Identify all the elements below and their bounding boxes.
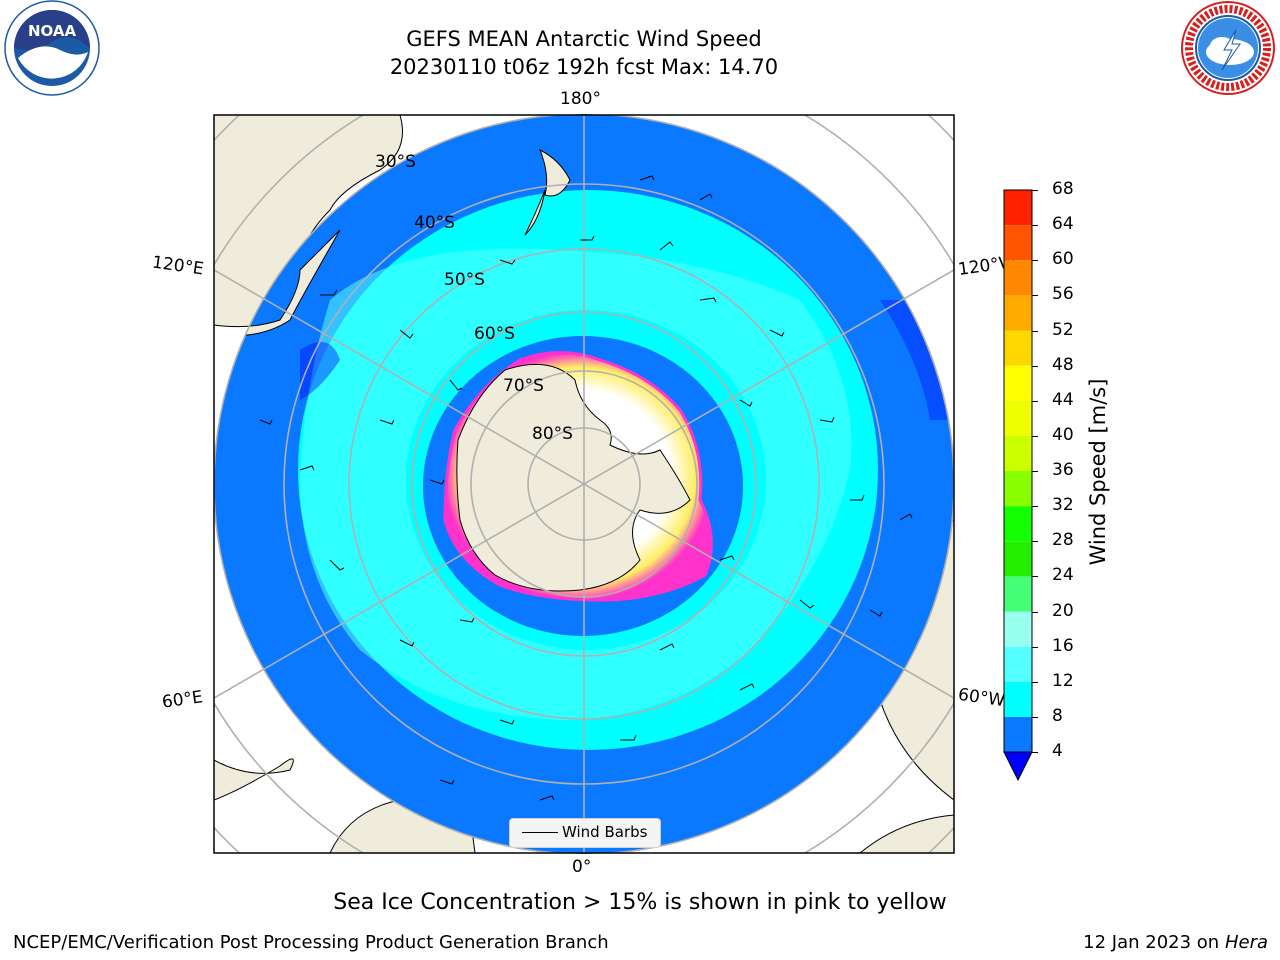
colorbar-segment — [1004, 681, 1032, 717]
map-subtitle: 20230110 t06z 192h fcst Max: 14.70 — [389, 55, 779, 79]
lat-label-70s: 70°S — [503, 376, 544, 396]
colorbar-tick-label: 68 — [1052, 179, 1074, 199]
colorbar-tick-label: 8 — [1052, 705, 1063, 726]
lat-label-60s: 60°S — [474, 324, 515, 344]
colorbar — [1003, 189, 1033, 782]
colorbar-tick-mark — [1032, 506, 1038, 508]
colorbar-tick-mark — [1032, 400, 1038, 402]
lon-label-180: 180° — [560, 89, 601, 109]
colorbar-tick-mark — [1032, 260, 1038, 262]
colorbar-tick-mark — [1032, 330, 1038, 332]
lat-label-30s: 30°S — [375, 152, 416, 172]
colorbar-tick-label: 16 — [1052, 635, 1074, 656]
colorbar-segment — [1004, 225, 1032, 261]
colorbar-segment — [1004, 646, 1032, 682]
colorbar-tick-label: 4 — [1052, 741, 1063, 761]
colorbar-segment — [1004, 365, 1032, 401]
lat-label-80s: 80°S — [532, 424, 573, 444]
colorbar-label: Wind Speed [m/s] — [1086, 378, 1110, 566]
sea-ice-note: Sea Ice Concentration > 15% is shown in … — [333, 890, 947, 915]
lat-label-40s: 40°S — [414, 213, 455, 233]
noaa-logo-text: NOAA — [28, 22, 77, 40]
colorbar-segment — [1004, 295, 1032, 331]
noaa-logo: NOAA — [4, 0, 100, 96]
colorbar-segment — [1004, 611, 1032, 647]
colorbar-tick-mark — [1032, 190, 1038, 191]
colorbar-tick-label: 40 — [1052, 424, 1074, 445]
colorbar-tick-mark — [1032, 471, 1038, 472]
colorbar-tick-mark — [1032, 576, 1038, 578]
map-title: GEFS MEAN Antarctic Wind Speed — [406, 27, 762, 51]
colorbar-segment — [1004, 400, 1032, 436]
colorbar-tick-mark — [1032, 752, 1038, 753]
colorbar-segment — [1004, 506, 1032, 542]
colorbar-tick-mark — [1032, 681, 1038, 683]
colorbar-segment — [1004, 541, 1032, 577]
colorbar-tick-label: 28 — [1052, 530, 1074, 551]
colorbar-tick-label: 36 — [1052, 460, 1074, 480]
colorbar-tick-label: 12 — [1052, 670, 1074, 691]
colorbar-tick-mark — [1032, 365, 1038, 367]
map-legend: Wind Barbs — [509, 818, 661, 848]
colorbar-tick-mark — [1032, 611, 1038, 613]
footer-date: 12 Jan 2023 on Hera — [1083, 932, 1268, 953]
colorbar-tick-mark — [1032, 646, 1038, 648]
colorbar-tick-label: 48 — [1052, 354, 1074, 375]
footer-branch: NCEP/EMC/Verification Post Processing Pr… — [13, 932, 609, 953]
lon-label-0: 0° — [572, 857, 592, 877]
colorbar-extend-arrow — [1003, 751, 1033, 782]
colorbar-tick-mark — [1032, 716, 1038, 718]
colorbar-tick-label: 32 — [1052, 495, 1074, 516]
legend-label: Wind Barbs — [562, 823, 648, 841]
colorbar-tick-mark — [1032, 295, 1038, 297]
colorbar-tick-mark — [1032, 541, 1038, 543]
colorbar-tick-mark — [1032, 435, 1038, 437]
footer-date-text: 12 Jan 2023 on — [1083, 932, 1225, 953]
colorbar-segment — [1004, 576, 1032, 612]
nws-logo — [1181, 1, 1275, 95]
colorbar-tick-label: 44 — [1052, 389, 1074, 410]
footer-host: Hera — [1224, 932, 1268, 953]
colorbar-tick-mark — [1032, 225, 1038, 227]
colorbar-segment — [1004, 435, 1032, 471]
colorbar-tick-label: 64 — [1052, 214, 1074, 235]
colorbar-segment — [1004, 330, 1032, 366]
colorbar-segment — [1004, 190, 1032, 226]
colorbar-tick-label: 24 — [1052, 565, 1074, 586]
colorbar-tick-label: 52 — [1052, 319, 1074, 340]
colorbar-tick-label: 60 — [1052, 249, 1074, 270]
colorbar-segment — [1004, 716, 1032, 752]
legend-line-icon — [522, 832, 558, 833]
colorbar-segment — [1004, 260, 1032, 296]
lat-label-50s: 50°S — [444, 270, 485, 290]
colorbar-tick-label: 56 — [1052, 284, 1074, 305]
wind-barbs — [259, 175, 913, 801]
colorbar-tick-label: 20 — [1052, 600, 1074, 621]
colorbar-segment — [1004, 471, 1032, 507]
